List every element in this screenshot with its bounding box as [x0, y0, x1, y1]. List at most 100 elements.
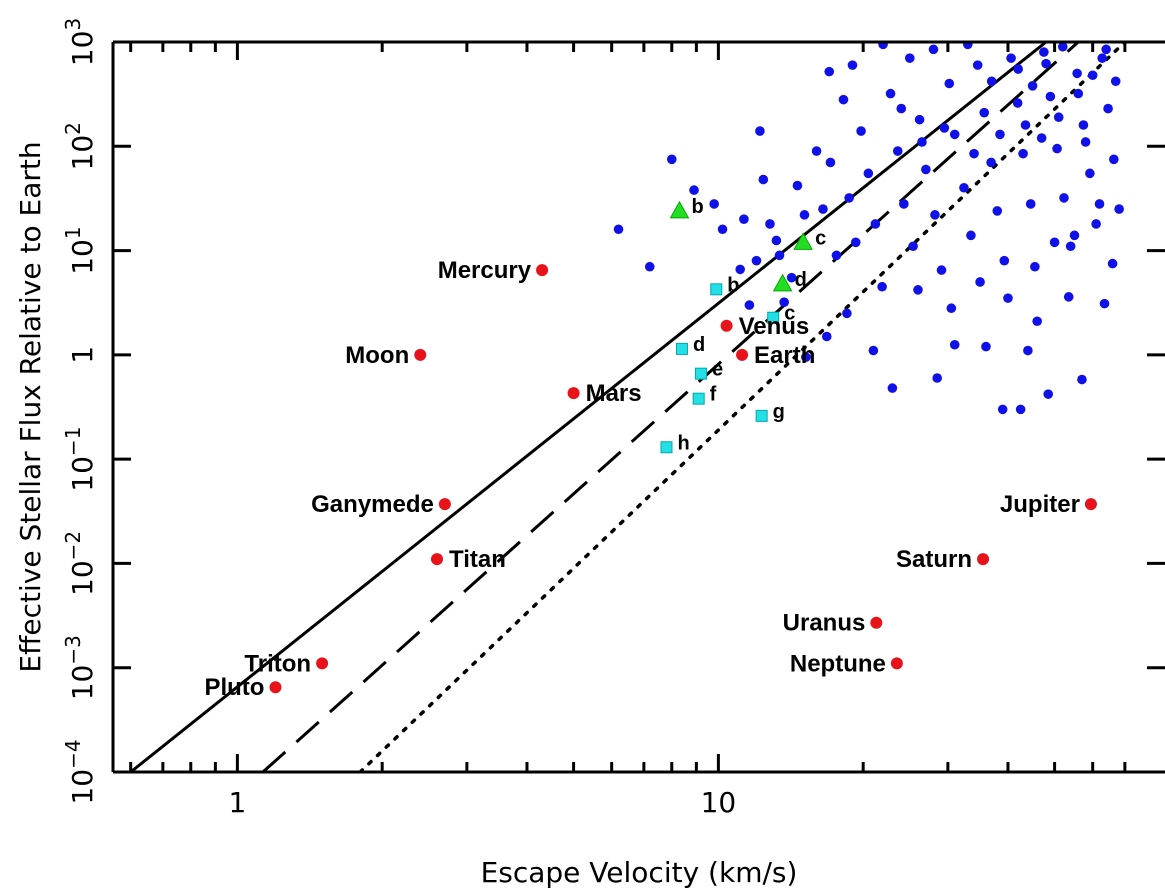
exoplanet-point [969, 148, 979, 159]
exoplanet-point [1006, 53, 1016, 63]
exoplanet-point [1114, 204, 1124, 214]
trappist-point [755, 409, 768, 422]
exoplanet-point [1110, 76, 1121, 87]
exoplanet-point [818, 204, 828, 214]
exoplanet-point [986, 157, 996, 168]
exoplanet-point [1073, 88, 1084, 99]
exoplanet-point [774, 250, 785, 261]
exoplanet-point [1039, 47, 1049, 57]
exoplanet-point [842, 308, 852, 319]
exoplanet-point [962, 42, 973, 50]
exoplanet-point [877, 281, 887, 292]
exoplanet-point [1085, 168, 1095, 179]
exoplanet-point [939, 123, 950, 133]
y-tick-exponent: −2 [61, 531, 85, 560]
exoplanet-point [613, 224, 624, 235]
exoplanet-point [885, 88, 896, 99]
threshold-line-solid [129, 42, 1047, 772]
y-tick-base: 1 [66, 346, 99, 364]
exoplanet-point [735, 264, 745, 275]
exoplanet-point [1023, 345, 1033, 356]
exoplanet-point [986, 76, 997, 87]
exoplanet-point [1094, 199, 1105, 209]
exoplanet-point [949, 129, 960, 140]
triangle-point [669, 200, 690, 219]
exoplanet-point [1015, 404, 1026, 415]
y-tick-label: 1 [66, 346, 99, 364]
exoplanet-point [1053, 112, 1064, 123]
solar-body-label: Saturn [896, 546, 972, 573]
y-tick-base: 101 [61, 226, 99, 274]
exoplanet-point [709, 199, 719, 209]
exoplanet-point [1030, 261, 1040, 272]
exoplanet-point [1025, 199, 1036, 209]
exoplanet-point [644, 261, 655, 272]
exoplanet-point [1063, 292, 1074, 302]
exoplanet-point [1107, 258, 1118, 269]
solar-body-label: Ganymede [311, 491, 434, 518]
y-tick-label: 102 [61, 122, 99, 170]
x-tick-label: 10 [701, 786, 737, 819]
solar-body-label: Neptune [790, 650, 886, 677]
axes [111, 40, 1165, 774]
trappist-point [694, 367, 707, 380]
exoplanet-point [1027, 81, 1038, 91]
trappist-point [692, 392, 705, 405]
exoplanet-point [1043, 389, 1054, 399]
exoplanet-point [811, 146, 822, 156]
solar-body-point [438, 498, 451, 511]
exoplanet-point [921, 164, 931, 175]
y-tick-label: 10−2 [61, 531, 99, 596]
exoplanet-point [936, 265, 947, 275]
exoplanet-point [908, 241, 918, 252]
solar-body-point [890, 657, 903, 670]
exoplanet-point [966, 230, 976, 241]
exoplanet-point [1049, 237, 1060, 248]
exoplanet-point [892, 146, 903, 156]
solar-body-label: Uranus [783, 610, 866, 637]
trappist-label: h [677, 432, 689, 454]
exoplanet-point [1041, 58, 1051, 69]
exoplanet-point [751, 255, 762, 266]
exoplanet-point [1013, 64, 1023, 74]
exoplanet-point [1057, 42, 1068, 52]
exoplanet-point [771, 235, 782, 246]
exoplanet-point [887, 383, 898, 393]
exoplanet-point [913, 285, 923, 295]
trappist-label: d [693, 334, 705, 356]
trappist-label: b [727, 274, 739, 296]
trappist-label: g [773, 401, 785, 423]
exoplanet-point [899, 199, 909, 209]
exoplanet-point [850, 237, 861, 248]
triangle-point [772, 273, 793, 292]
exoplanet-point [1109, 154, 1119, 165]
solar-body-label: Earth [754, 342, 815, 369]
exoplanet-point [1099, 298, 1110, 309]
triangle-label: c [815, 227, 826, 249]
exoplanet-point [1080, 137, 1091, 147]
exoplanet-point [1052, 143, 1062, 154]
solar-body-point [567, 387, 580, 400]
exoplanet-point [799, 210, 810, 220]
exoplanet-point [1087, 70, 1098, 81]
solar-body-point [870, 616, 883, 629]
exoplanet-point [1003, 293, 1013, 303]
triangle-label: b [691, 196, 703, 218]
exoplanet-point [1097, 53, 1108, 63]
exoplanet-point [863, 168, 874, 179]
exoplanet-point [1078, 120, 1089, 130]
trappist-point [710, 283, 723, 296]
x-axis-title: Escape Velocity (km/s) [481, 856, 798, 889]
exoplanet-point [975, 277, 985, 287]
exoplanet-point [1072, 68, 1082, 79]
solar-body-label: Pluto [204, 674, 264, 701]
exoplanet-point [689, 185, 699, 195]
exoplanet-point [824, 66, 835, 77]
exoplanet-point [1091, 219, 1101, 229]
trappist-label: e [712, 359, 723, 381]
solar-body-point [414, 348, 427, 361]
y-tick-label: 10−3 [61, 635, 99, 700]
y-tick-label: 101 [61, 226, 99, 274]
exoplanet-point [847, 60, 858, 70]
